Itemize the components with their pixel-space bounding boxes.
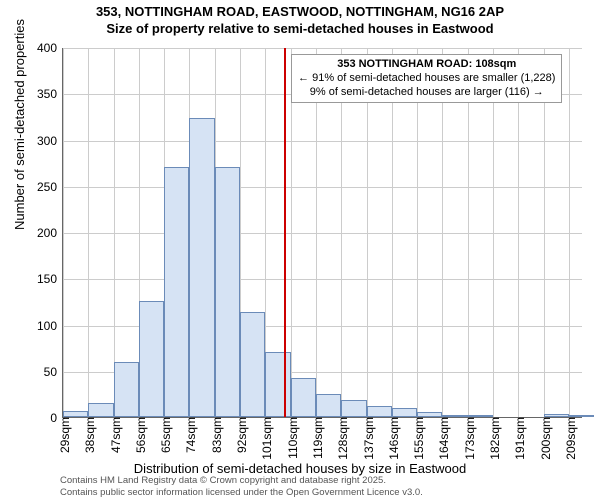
- grid-line-v: [392, 48, 393, 417]
- x-tick-label: 191sqm: [509, 417, 527, 460]
- grid-line-v: [442, 48, 443, 417]
- annotation-box: 353 NOTTINGHAM ROAD: 108sqm← 91% of semi…: [291, 54, 562, 103]
- x-tick-label: 119sqm: [307, 417, 325, 459]
- annotation-title: 353 NOTTINGHAM ROAD: 108sqm: [298, 58, 555, 72]
- histogram-bar: [139, 301, 164, 417]
- x-tick-label: 209sqm: [560, 417, 578, 460]
- footer-line-1: Contains HM Land Registry data © Crown c…: [60, 475, 423, 486]
- grid-line-v: [63, 48, 64, 417]
- y-tick-label: 50: [44, 365, 63, 379]
- footer-block: Contains HM Land Registry data © Crown c…: [60, 475, 423, 498]
- grid-line-v: [493, 48, 494, 417]
- chart-title-block: 353, NOTTINGHAM ROAD, EASTWOOD, NOTTINGH…: [0, 0, 600, 38]
- x-tick-label: 65sqm: [155, 417, 173, 453]
- grid-line-v: [291, 48, 292, 417]
- grid-line-h: [63, 187, 582, 188]
- x-tick-label: 101sqm: [256, 417, 274, 460]
- x-tick-label: 92sqm: [231, 417, 249, 453]
- y-tick-label: 400: [37, 41, 63, 55]
- x-tick-label: 38sqm: [79, 417, 97, 453]
- x-tick-label: 128sqm: [332, 417, 350, 460]
- x-tick-label: 110sqm: [282, 417, 300, 459]
- x-axis-label: Distribution of semi-detached houses by …: [0, 461, 600, 476]
- histogram-bar: [215, 167, 240, 417]
- grid-line-v: [518, 48, 519, 417]
- histogram-bar: [63, 411, 88, 417]
- annotation-smaller: ← 91% of semi-detached houses are smalle…: [298, 72, 555, 86]
- histogram-bar: [316, 394, 341, 417]
- histogram-bar: [265, 352, 290, 417]
- grid-line-v: [569, 48, 570, 417]
- grid-line-h: [63, 279, 582, 280]
- x-tick-label: 164sqm: [433, 417, 451, 460]
- histogram-bar: [367, 406, 392, 417]
- grid-line-h: [63, 141, 582, 142]
- histogram-bar: [240, 312, 265, 417]
- y-tick-label: 250: [37, 180, 63, 194]
- grid-line-v: [468, 48, 469, 417]
- grid-line-v: [88, 48, 89, 417]
- histogram-bar: [569, 415, 594, 417]
- histogram-bar: [442, 415, 467, 417]
- title-line-2: Size of property relative to semi-detach…: [0, 21, 600, 38]
- x-tick-label: 137sqm: [358, 417, 376, 460]
- histogram-bar: [164, 167, 189, 417]
- grid-line-h: [63, 48, 582, 49]
- x-tick-label: 173sqm: [459, 417, 477, 460]
- y-axis-label: Number of semi-detached properties: [12, 19, 27, 230]
- chart-plot-area: 05010015020025030035040029sqm38sqm47sqm5…: [62, 48, 582, 418]
- grid-line-v: [341, 48, 342, 417]
- histogram-bar: [468, 415, 493, 417]
- grid-line-v: [417, 48, 418, 417]
- histogram-bar: [88, 403, 113, 417]
- grid-line-v: [316, 48, 317, 417]
- histogram-bar: [291, 378, 316, 417]
- plot-area: 05010015020025030035040029sqm38sqm47sqm5…: [62, 48, 582, 418]
- title-line-1: 353, NOTTINGHAM ROAD, EASTWOOD, NOTTINGH…: [0, 4, 600, 21]
- histogram-bar: [392, 408, 417, 417]
- grid-line-v: [544, 48, 545, 417]
- x-tick-label: 74sqm: [180, 417, 198, 453]
- y-tick-label: 350: [37, 87, 63, 101]
- histogram-bar: [341, 400, 366, 417]
- x-tick-label: 83sqm: [206, 417, 224, 453]
- x-tick-label: 47sqm: [105, 417, 123, 453]
- y-tick-label: 150: [37, 272, 63, 286]
- reference-line: [284, 48, 286, 417]
- histogram-bar: [114, 362, 139, 418]
- x-tick-label: 200sqm: [535, 417, 553, 460]
- histogram-bar: [417, 412, 442, 417]
- x-tick-label: 29sqm: [54, 417, 72, 453]
- grid-line-h: [63, 233, 582, 234]
- histogram-bar: [189, 118, 214, 417]
- y-tick-label: 100: [37, 319, 63, 333]
- y-tick-label: 300: [37, 134, 63, 148]
- x-tick-label: 155sqm: [408, 417, 426, 460]
- grid-line-v: [367, 48, 368, 417]
- footer-line-2: Contains public sector information licen…: [60, 487, 423, 498]
- histogram-bar: [544, 414, 569, 417]
- x-tick-label: 182sqm: [484, 417, 502, 460]
- x-tick-label: 146sqm: [383, 417, 401, 460]
- annotation-larger: 9% of semi-detached houses are larger (1…: [298, 86, 555, 100]
- y-tick-label: 200: [37, 226, 63, 240]
- x-tick-label: 56sqm: [130, 417, 148, 453]
